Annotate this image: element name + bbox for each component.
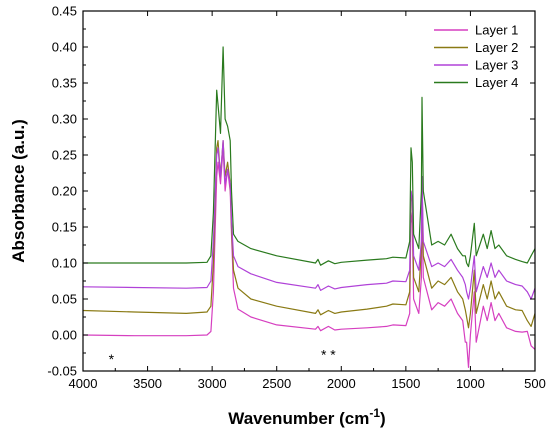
- x-tick-label: 3000: [198, 376, 227, 391]
- series-line-1: [83, 147, 535, 368]
- y-tick-label: 0.15: [52, 220, 77, 235]
- legend-label-3: Layer 3: [475, 58, 518, 73]
- y-tick-label: -0.05: [47, 364, 77, 379]
- y-tick-label: 0.00: [52, 328, 77, 343]
- x-axis-label-end: ): [380, 409, 386, 428]
- series-line-2: [83, 140, 535, 329]
- series-line-3: [83, 140, 535, 300]
- y-tick-label: 0.40: [52, 40, 77, 55]
- x-tick-label: 500: [524, 376, 546, 391]
- plot-area: [83, 46, 535, 368]
- y-tick-label: 0.45: [52, 4, 77, 19]
- y-axis-label: Absorbance (a.u.): [9, 119, 28, 263]
- annotation-asterisk: *: [109, 351, 115, 367]
- x-tick-label: 1500: [391, 376, 420, 391]
- x-tick-label: 3500: [133, 376, 162, 391]
- y-tick-label: 0.20: [52, 184, 77, 199]
- x-axis-label: Wavenumber (cm-1): [228, 406, 385, 428]
- series-line-4: [83, 46, 535, 268]
- legend: Layer 1 Layer 2 Layer 3 Layer 4: [434, 23, 518, 90]
- legend-label-4: Layer 4: [475, 75, 518, 90]
- x-axis-label-sup: -1: [369, 406, 380, 420]
- y-tick-label: 0.35: [52, 76, 77, 91]
- y-tick-label: 0.05: [52, 292, 77, 307]
- x-axis-label-main: Wavenumber (cm: [228, 409, 369, 428]
- x-tick-label: 2000: [327, 376, 356, 391]
- y-tick-label: 0.30: [52, 112, 77, 127]
- x-tick-label: 4000: [69, 376, 98, 391]
- legend-label-2: Layer 2: [475, 40, 518, 55]
- axes: 4000 3500 3000 2500 2000 1500 1000 500 -0.05 0.00…: [47, 4, 545, 392]
- y-tick-label: 0.25: [52, 148, 77, 163]
- x-tick-label: 1000: [456, 376, 485, 391]
- y-tick-label: 0.10: [52, 256, 77, 271]
- annotation-asterisk: * *: [321, 346, 336, 362]
- legend-label-1: Layer 1: [475, 23, 518, 38]
- x-tick-label: 2500: [262, 376, 291, 391]
